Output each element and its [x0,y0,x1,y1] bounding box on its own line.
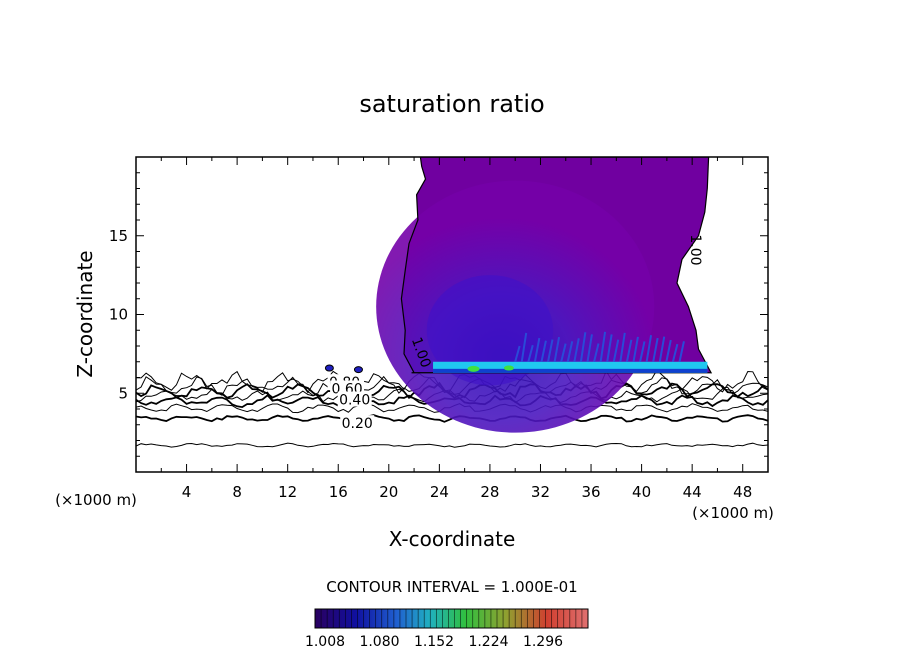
x-unit-right: (×1000 m) [692,504,774,522]
cloud-base-band [433,361,708,373]
contour-label-bg [340,415,375,431]
cloud-green-spot [467,365,480,372]
small-cloud-cell [353,366,363,374]
y-tick-label: 15 [109,227,128,245]
cloud-streak [514,345,521,363]
cloud-streak [625,339,633,362]
x-tick-label: 32 [531,483,550,501]
cloud-streak [579,332,587,362]
colorbar-label: 1.008 [305,634,345,650]
contour-label-bg [337,391,372,407]
cloud-streak [527,344,534,363]
x-tick-label: 4 [182,483,192,501]
cloud-streak [593,343,600,362]
colorbar-label: 1.080 [359,634,399,650]
contour-label: 0.40 [339,393,370,409]
y-axis-label: Z-coordinate [73,250,97,377]
x-tick-label: 48 [733,483,752,501]
y-tick-label: 5 [118,384,128,402]
cloud-streak [520,332,528,362]
cloud-streak [566,341,574,362]
cloud-streak [606,334,613,362]
y-tick-label: 10 [109,306,128,324]
cloud-streak [645,335,653,362]
x-tick-label: 12 [278,483,297,501]
cloud-streak [652,337,659,362]
cloud-base-edge [433,368,708,373]
plot-area: 0.800.600.400.201.001.00 [136,157,768,448]
colorbar-labels: 1.008 1.080 1.152 1.224 1.296 [305,634,563,650]
cloud-streak [573,338,580,362]
cloud-streak [639,341,646,362]
isoline-1.00 [400,157,713,374]
x-tick-label: 44 [683,483,702,501]
colorbar-label: 1.296 [523,634,563,650]
cloud-streak [533,337,541,362]
cloud-streak [632,336,639,362]
cloud-streak [553,336,561,362]
cloud-streak [560,343,567,362]
cloud-streak [547,339,554,362]
chart-title: saturation ratio [359,90,544,118]
cloud-streak [678,341,685,362]
x-tick-label: 40 [632,483,651,501]
cloud-streak [658,336,666,362]
contour-interval-text: CONTOUR INTERVAL = 1.000E-01 [326,578,577,596]
x-tick-label: 36 [581,483,600,501]
contour-label: 1.00 [687,234,703,265]
cloud-green-spot [503,365,514,371]
x-unit-left: (×1000 m) [55,491,137,509]
cloud-streak [599,331,607,362]
x-axis: 4 8 12 16 20 24 28 32 36 40 44 48 [160,157,752,501]
contour-label: 0.20 [342,416,373,432]
x-tick-label: 20 [379,483,398,501]
colorbar-label: 1.152 [414,634,454,650]
cloud-streak [540,340,547,362]
x-tick-label: 24 [430,483,449,501]
cloud-streak [619,332,626,362]
x-tick-label: 28 [480,483,499,501]
cloud-streak [586,334,593,362]
x-tick-label: 8 [232,483,242,501]
small-cloud-cell [324,364,334,372]
colorbar [314,608,589,629]
colorbar-label: 1.224 [468,634,508,650]
x-tick-label: 16 [329,483,348,501]
colorbar-ticks [320,609,583,628]
x-axis-label: X-coordinate [389,527,516,551]
cloud-streak [665,339,672,362]
cloud-streak [671,343,679,362]
cloud-streak [612,339,620,362]
isoline-0.2 [136,442,768,448]
y-axis: 5 10 15 [109,172,768,457]
